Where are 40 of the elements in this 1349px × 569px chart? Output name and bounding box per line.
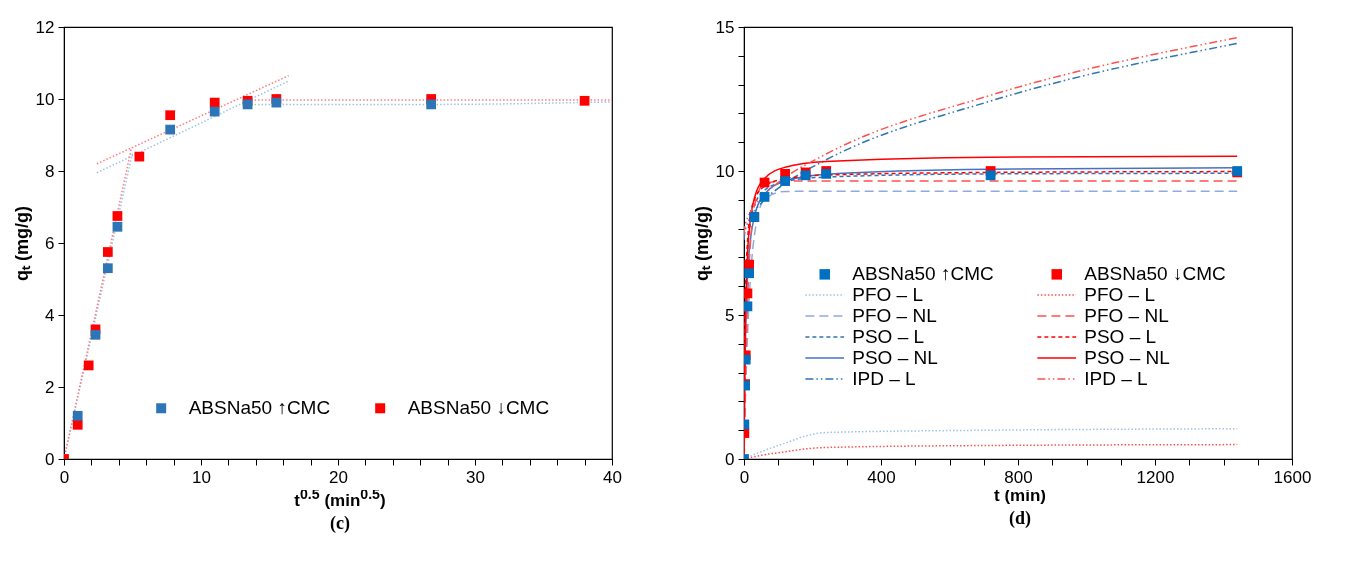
x-tick-label: 20 bbox=[329, 467, 348, 487]
x-tick-label: 1600 bbox=[1273, 467, 1312, 487]
x-axis-title: t (min) bbox=[993, 486, 1047, 506]
legend-label: IPD – L bbox=[852, 368, 916, 390]
x-tick-label: 0 bbox=[59, 467, 70, 487]
legend-label: PFO – NL bbox=[1084, 305, 1169, 327]
x-tick-label: 40 bbox=[603, 467, 622, 487]
y-axis-title: qₜ (mg/g) bbox=[11, 206, 32, 281]
y-tick-label: 5 bbox=[725, 305, 735, 325]
legend-label: ABSNa50 ↓CMC bbox=[1084, 263, 1226, 285]
y-tick-label: 8 bbox=[45, 161, 55, 181]
legend-label: PSO – L bbox=[852, 326, 925, 348]
legend-label: PSO – NL bbox=[1084, 347, 1170, 369]
legend-label: PFO – L bbox=[1084, 284, 1155, 306]
legend-label: ABSNa50 ↑CMC bbox=[188, 397, 331, 419]
y-tick-label: 12 bbox=[35, 17, 55, 37]
legend-label: PSO – L bbox=[1084, 326, 1157, 348]
x-tick-label: 10 bbox=[192, 467, 211, 487]
x-tick-label: 0 bbox=[739, 467, 750, 487]
y-tick-label: 0 bbox=[725, 449, 735, 469]
text: (c) bbox=[329, 512, 351, 534]
y-tick-label: 10 bbox=[35, 89, 55, 109]
text: (d) bbox=[1008, 508, 1032, 529]
y-axis-title: qₜ (mg/g) bbox=[691, 206, 712, 281]
x-tick-label: 400 bbox=[867, 467, 896, 487]
y-tick-label: 15 bbox=[715, 17, 735, 37]
y-tick-label: 2 bbox=[45, 377, 55, 397]
y-tick-label: 10 bbox=[715, 161, 735, 181]
y-tick-label: 0 bbox=[45, 449, 55, 469]
legend-label: PFO – NL bbox=[852, 305, 937, 327]
y-tick-label: 4 bbox=[45, 305, 55, 325]
legend-label: ABSNa50 ↓CMC bbox=[407, 397, 550, 419]
legend-label: ABSNa50 ↑CMC bbox=[852, 263, 994, 285]
legend-label: PSO – NL bbox=[852, 347, 938, 369]
x-tick-label: 1200 bbox=[1136, 467, 1175, 487]
y-tick-label: 6 bbox=[45, 233, 55, 253]
x-tick-label: 30 bbox=[466, 467, 485, 487]
x-tick-label: 800 bbox=[1004, 467, 1033, 487]
legend-label: IPD – L bbox=[1084, 368, 1148, 390]
legend-label: PFO – L bbox=[852, 284, 923, 306]
